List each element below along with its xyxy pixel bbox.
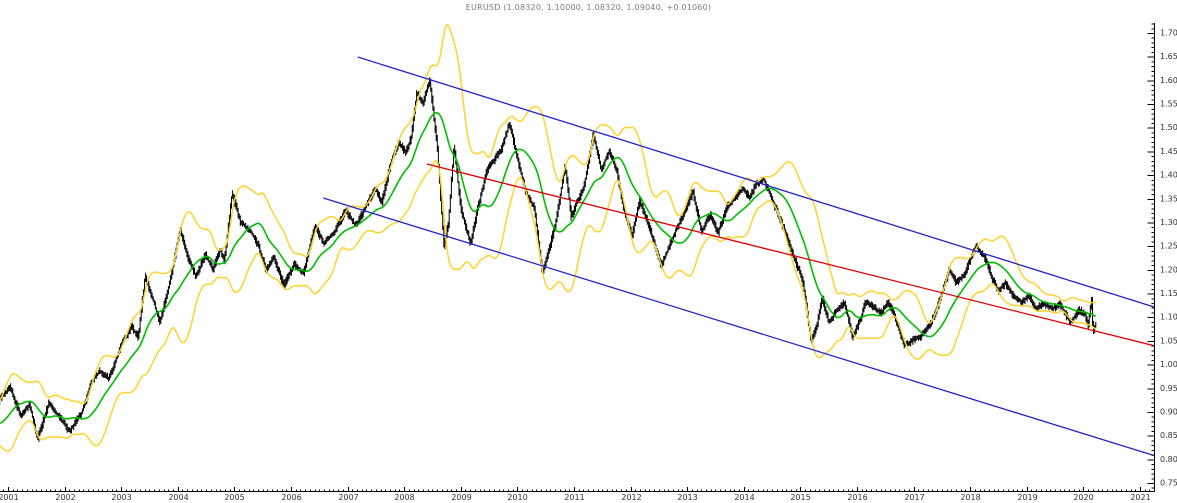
x-axis-label: 2021 xyxy=(1130,493,1150,502)
y-axis-label: 1.60 xyxy=(1160,76,1177,85)
axes xyxy=(0,23,1155,492)
x-axis-label: 2016 xyxy=(847,493,867,502)
price-bars xyxy=(0,77,1097,442)
y-axis-label: 0.80 xyxy=(1160,455,1177,464)
y-axis-label: 0.90 xyxy=(1160,407,1177,416)
bollinger-upper-band xyxy=(0,23,1096,405)
y-axis-label: 1.20 xyxy=(1160,265,1177,274)
x-axis-label: 2003 xyxy=(111,493,131,502)
y-axis-label: 1.35 xyxy=(1160,194,1177,203)
y-axis-label: 1.30 xyxy=(1160,218,1177,227)
x-axis-label: 2002 xyxy=(55,493,75,502)
x-axis-label: 2009 xyxy=(451,493,471,502)
x-axis-label: 2013 xyxy=(677,493,697,502)
y-axis-label: 1.25 xyxy=(1160,242,1177,251)
x-axis-label: 2006 xyxy=(281,493,301,502)
plot-area[interactable] xyxy=(0,23,1154,457)
channel-lower-trendline[interactable] xyxy=(323,197,1154,457)
x-axis-label: 2018 xyxy=(960,493,980,502)
y-axis-label: 1.55 xyxy=(1160,100,1177,109)
x-axis-label: 2012 xyxy=(621,493,641,502)
y-axis-labels: 1.70 1.65 1.60 1.55 1.50 1.45 1.40 1.35 1.30 1.25… xyxy=(1160,28,1177,487)
x-axis-label: 2014 xyxy=(734,493,754,502)
x-axis-label: 2010 xyxy=(507,493,527,502)
x-axis-label: 2007 xyxy=(338,493,358,502)
x-axis-label: 2017 xyxy=(904,493,924,502)
y-axis-label: 1.15 xyxy=(1160,289,1177,298)
x-axis-label: 2019 xyxy=(1017,493,1037,502)
y-axis-label: 1.50 xyxy=(1160,123,1177,132)
y-axis-label: 1.00 xyxy=(1160,360,1177,369)
moving-average-line xyxy=(0,111,1097,424)
x-axis-label: 2004 xyxy=(168,493,188,502)
y-axis-label: 1.45 xyxy=(1160,147,1177,156)
channel-median-trendline[interactable] xyxy=(426,163,1154,347)
y-axis-label: 1.65 xyxy=(1160,52,1177,61)
y-axis-label: 1.05 xyxy=(1160,336,1177,345)
y-axis-label: 1.70 xyxy=(1160,28,1177,37)
y-axis-label: 1.10 xyxy=(1160,313,1177,322)
y-axis-label: 0.95 xyxy=(1160,384,1177,393)
x-axis-label: 2011 xyxy=(564,493,584,502)
channel-upper-trendline[interactable] xyxy=(357,56,1154,308)
x-axis-label: 2001 xyxy=(0,493,19,502)
x-axis-label: 2008 xyxy=(394,493,414,502)
y-axis-label: 0.75 xyxy=(1160,478,1177,487)
bollinger-lower-band xyxy=(0,159,1097,452)
x-axis-label: 2020 xyxy=(1073,493,1093,502)
x-axis-labels: 2001 2002 2003 2004 2005 2006 2007 2008 2009 2010… xyxy=(0,493,1151,502)
y-axis-label: 1.40 xyxy=(1160,171,1177,180)
x-axis-label: 2005 xyxy=(224,493,244,502)
x-axis-label: 2015 xyxy=(790,493,810,502)
chart-title: EURUSD (1.08320, 1.10000, 1.08320, 1.090… xyxy=(465,3,712,12)
y-axis-label: 0.85 xyxy=(1160,431,1177,440)
